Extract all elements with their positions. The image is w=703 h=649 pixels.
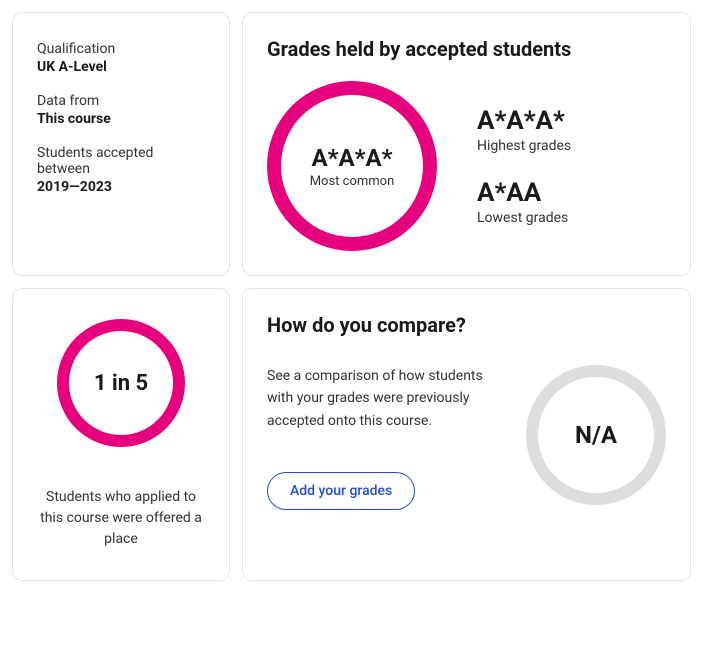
compare-left: See a comparison of how students with yo…: [267, 365, 502, 510]
compare-card: How do you compare? See a comparison of …: [242, 288, 691, 581]
accepted-label: Students accepted between: [37, 145, 205, 177]
compare-right: N/A: [526, 365, 666, 505]
lowest-grade: A*AA: [477, 178, 571, 208]
most-common-grade: A*A*A*: [311, 144, 392, 172]
grades-card: Grades held by accepted students A*A*A* …: [242, 12, 691, 276]
lowest-label: Lowest grades: [477, 210, 571, 226]
data-from-label: Data from: [37, 93, 205, 109]
highest-grade: A*A*A*: [477, 106, 571, 136]
accepted-group: Students accepted between 2019—2023: [37, 145, 205, 195]
compare-content: See a comparison of how students with yo…: [267, 365, 666, 510]
highest-grade-block: A*A*A* Highest grades: [477, 106, 571, 154]
accepted-value: 2019—2023: [37, 179, 205, 195]
na-ring: N/A: [526, 365, 666, 505]
lowest-grade-block: A*AA Lowest grades: [477, 178, 571, 226]
applied-card: 1 in 5 Students who applied to this cour…: [12, 288, 230, 581]
data-from-group: Data from This course: [37, 93, 205, 127]
compare-description: See a comparison of how students with yo…: [267, 365, 502, 432]
most-common-circle: A*A*A* Most common: [267, 81, 437, 251]
qualification-value: UK A-Level: [37, 59, 205, 75]
grades-content: A*A*A* Most common A*A*A* Highest grades…: [267, 81, 666, 251]
applied-ring: 1 in 5: [57, 319, 185, 447]
highest-label: Highest grades: [477, 138, 571, 154]
side-grades: A*A*A* Highest grades A*AA Lowest grades: [477, 106, 571, 226]
most-common-label: Most common: [310, 174, 395, 189]
na-value: N/A: [575, 421, 617, 449]
qualification-label: Qualification: [37, 41, 205, 57]
grades-title: Grades held by accepted students: [267, 37, 666, 61]
most-common-ring: A*A*A* Most common: [267, 81, 437, 251]
data-from-value: This course: [37, 111, 205, 127]
applied-ratio: 1 in 5: [94, 371, 148, 396]
add-grades-button[interactable]: Add your grades: [267, 472, 415, 510]
qualification-group: Qualification UK A-Level: [37, 41, 205, 75]
info-card: Qualification UK A-Level Data from This …: [12, 12, 230, 276]
applied-description: Students who applied to this course were…: [33, 487, 209, 550]
compare-title: How do you compare?: [267, 313, 666, 337]
